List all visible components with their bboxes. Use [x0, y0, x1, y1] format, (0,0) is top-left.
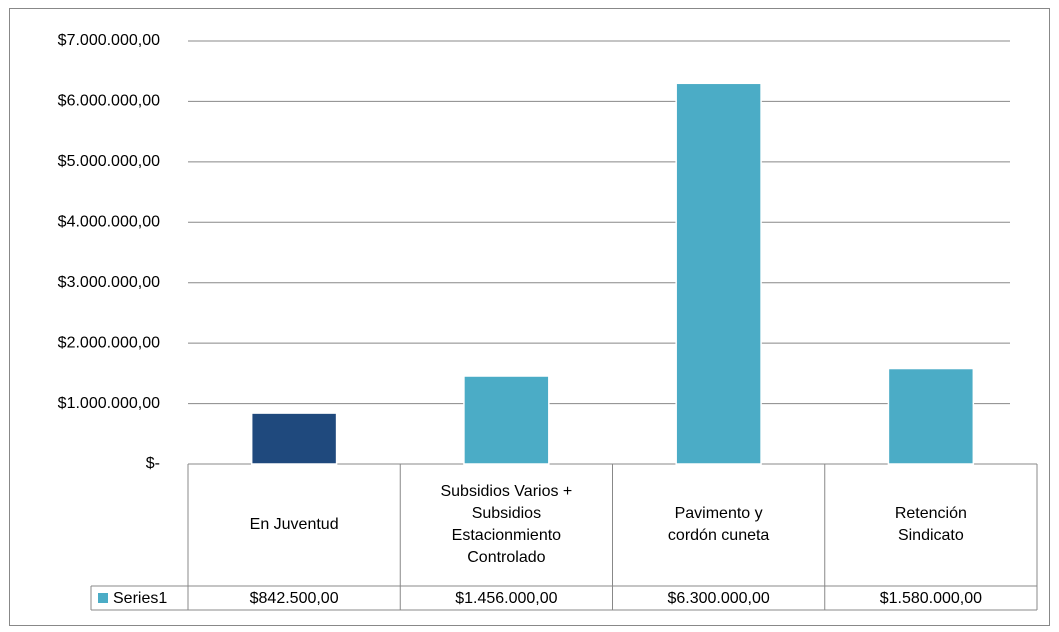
x-tick-label: Pavimento y cordón cuneta — [667, 505, 770, 544]
legend-key — [98, 593, 108, 603]
category-cell: Subsidios Varios + Subsidios Estacionmie… — [400, 464, 612, 586]
y-tick-label: $1.000.000,00 — [58, 395, 160, 412]
y-tick-label: $6.000.000,00 — [58, 93, 160, 110]
bar — [250, 412, 338, 465]
bar — [887, 367, 975, 465]
y-tick-label: $7.000.000,00 — [58, 32, 160, 49]
value-label: $1.456.000,00 — [455, 590, 557, 607]
category-cell: Pavimento y cordón cuneta — [613, 464, 825, 586]
x-tick-label: En Juventud — [249, 516, 339, 533]
y-tick-label: $- — [146, 455, 160, 472]
x-tick-label: Subsidios Varios + Subsidios Estacionmie… — [440, 483, 573, 566]
category-cell: Retención Sindicato — [825, 464, 1037, 586]
value-label: $842.500,00 — [250, 590, 339, 607]
y-tick-label: $5.000.000,00 — [58, 153, 160, 170]
y-tick-label: $4.000.000,00 — [58, 214, 160, 231]
y-tick-label: $2.000.000,00 — [58, 334, 160, 351]
x-tick-label: Retención Sindicato — [894, 505, 967, 544]
value-label: $6.300.000,00 — [667, 590, 769, 607]
bar — [675, 82, 762, 465]
y-tick-label: $3.000.000,00 — [58, 274, 160, 291]
category-cell: En Juventud — [188, 464, 400, 586]
bar — [463, 375, 550, 465]
chart-border — [9, 8, 1050, 626]
value-label: $1.580.000,00 — [880, 590, 982, 607]
legend-label: Series1 — [113, 590, 167, 607]
